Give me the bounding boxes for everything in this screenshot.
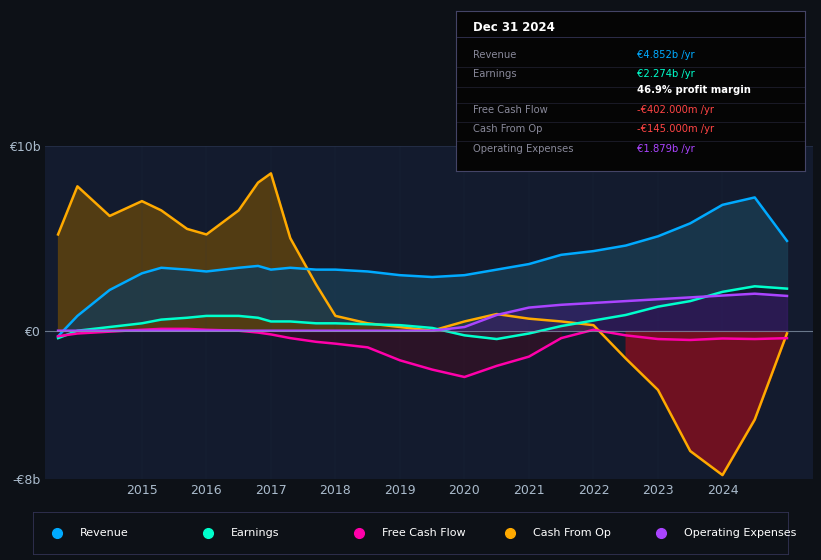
Text: Revenue: Revenue <box>80 528 128 538</box>
Text: -€402.000m /yr: -€402.000m /yr <box>637 105 714 115</box>
Text: Free Cash Flow: Free Cash Flow <box>382 528 466 538</box>
Text: -€145.000m /yr: -€145.000m /yr <box>637 124 714 134</box>
Text: Operating Expenses: Operating Expenses <box>473 144 574 155</box>
Text: Dec 31 2024: Dec 31 2024 <box>473 21 555 34</box>
Text: €2.274b /yr: €2.274b /yr <box>637 69 695 80</box>
Text: Cash From Op: Cash From Op <box>533 528 611 538</box>
Text: €4.852b /yr: €4.852b /yr <box>637 49 695 59</box>
Text: 46.9% profit margin: 46.9% profit margin <box>637 86 751 95</box>
Text: €1.879b /yr: €1.879b /yr <box>637 144 695 155</box>
Text: Cash From Op: Cash From Op <box>473 124 543 134</box>
Text: Earnings: Earnings <box>231 528 279 538</box>
Text: Free Cash Flow: Free Cash Flow <box>473 105 548 115</box>
Text: Operating Expenses: Operating Expenses <box>684 528 796 538</box>
Text: Earnings: Earnings <box>473 69 516 80</box>
Text: Revenue: Revenue <box>473 49 516 59</box>
